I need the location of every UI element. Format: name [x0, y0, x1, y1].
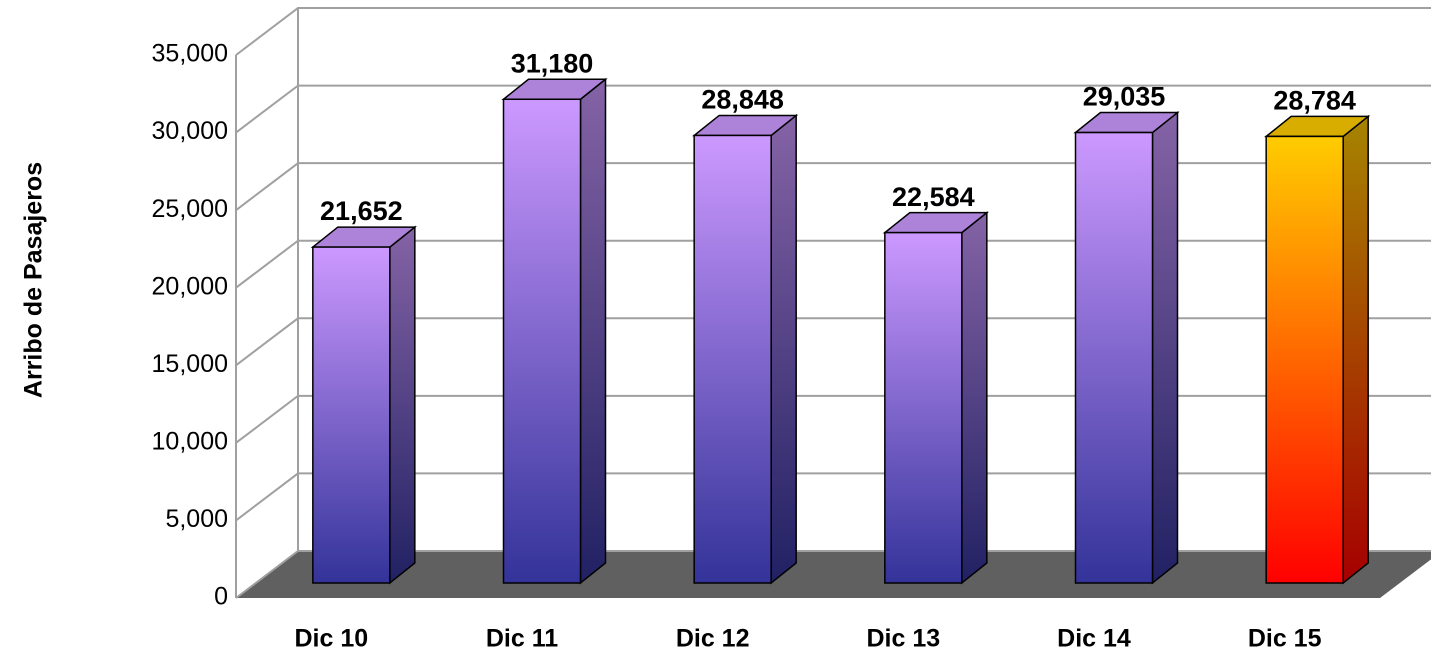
grid-line	[235, 472, 1431, 522]
x-tick-label: Dic 10	[294, 625, 368, 653]
value-label: 29,035	[1083, 82, 1166, 112]
bar	[884, 231, 963, 584]
grid-line	[235, 317, 1431, 367]
bar-top-shade	[503, 79, 606, 100]
bar-side-shade	[1343, 116, 1369, 583]
bar-top-shade	[694, 115, 797, 136]
y-axis-title: Arribo de Pasajeros	[20, 162, 48, 398]
bar	[502, 98, 582, 584]
bar-side-shade	[389, 227, 415, 583]
y-tick-label: 0	[214, 583, 228, 611]
y-tick-label: 10,000	[152, 427, 228, 455]
bar-3d	[692, 113, 799, 585]
bar-side-shade	[771, 115, 797, 584]
x-tick-label: Dic 15	[1248, 625, 1322, 653]
x-tick-label: Dic 11	[486, 625, 558, 653]
bar-side-shade	[580, 79, 606, 583]
bar-top-shade	[1266, 116, 1369, 137]
bar-3d	[1264, 114, 1371, 585]
bar-side-shade	[1152, 112, 1178, 583]
grid-line	[235, 7, 1431, 56]
bar-side-shade	[961, 212, 987, 583]
grid-line	[235, 239, 1431, 289]
bar-3d	[501, 77, 608, 585]
y-tick-label: 20,000	[152, 272, 228, 300]
value-label: 28,848	[701, 85, 784, 115]
grid-line	[235, 162, 1431, 211]
x-tick-label: Dic 14	[1057, 625, 1131, 653]
bar-3d	[882, 211, 989, 585]
y-tick-label: 5,000	[165, 505, 228, 533]
y-tick-label: 35,000	[152, 40, 228, 68]
x-tick-label: Dic 13	[866, 625, 940, 653]
grid-line	[235, 550, 1431, 599]
grid-line	[235, 394, 1431, 444]
x-tick-label: Dic 12	[676, 625, 750, 653]
y-tick-label: 30,000	[152, 117, 228, 145]
value-label: 22,584	[892, 182, 975, 212]
bar-3d	[310, 225, 417, 585]
bar-3d	[1073, 110, 1180, 585]
bar	[1265, 135, 1344, 584]
bar	[312, 246, 391, 584]
y-tick-label: 15,000	[152, 350, 228, 378]
bar-top-shade	[1075, 112, 1178, 133]
bar-top-shade	[884, 212, 987, 233]
bar	[693, 134, 772, 584]
value-label: 21,652	[320, 196, 403, 226]
bar	[1074, 131, 1154, 584]
value-label: 31,180	[511, 48, 594, 78]
y-tick-label: 25,000	[152, 195, 228, 223]
value-label: 28,784	[1273, 86, 1356, 116]
grid-line	[235, 84, 1431, 134]
bar-top-shade	[312, 227, 415, 248]
